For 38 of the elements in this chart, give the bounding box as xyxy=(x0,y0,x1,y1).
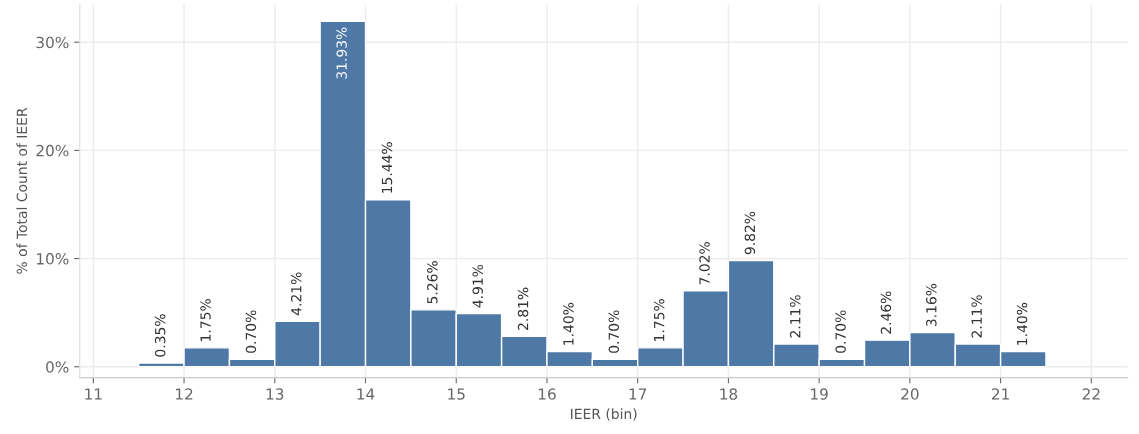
data-label: 3.16% xyxy=(926,283,937,327)
data-label: 2.46% xyxy=(880,291,892,334)
data-label: 2.81% xyxy=(517,287,529,330)
x-axis-title: IEER (bin) xyxy=(571,408,637,421)
data-label: 4.91% xyxy=(472,264,483,308)
data-label: 0.70% xyxy=(245,310,257,353)
data-label: 1.40% xyxy=(563,302,574,345)
data-label: 1.40% xyxy=(1016,302,1028,345)
x-tick-label: 15 xyxy=(448,388,465,400)
data-label: 7.02% xyxy=(699,242,710,285)
x-tick-label: 21 xyxy=(991,388,1009,400)
y-axis-title: % of Total Count of IEER xyxy=(16,107,28,274)
x-tick-label: 11 xyxy=(85,388,102,400)
x-tick-label: 22 xyxy=(1082,388,1100,400)
x-tick-label: 12 xyxy=(176,388,193,400)
x-tick-label: 13 xyxy=(266,388,284,400)
x-tick-label: 20 xyxy=(901,388,919,400)
data-label: 2.11% xyxy=(789,295,801,338)
data-label: 31.93% xyxy=(336,27,347,79)
data-label: 0.70% xyxy=(835,310,846,353)
x-tick-label: 17 xyxy=(629,388,647,400)
y-tick-label: 0% xyxy=(46,361,69,373)
data-label: 9.82% xyxy=(744,211,756,255)
data-label: 0.70% xyxy=(608,310,620,353)
data-label: 5.26% xyxy=(427,261,438,304)
data-label: 0.35% xyxy=(154,314,166,357)
data-label: 1.75% xyxy=(653,299,665,341)
data-label: 4.21% xyxy=(291,272,302,316)
y-tick-label: 20% xyxy=(36,144,69,157)
y-tick-label: 30% xyxy=(36,36,69,49)
x-tick-label: 18 xyxy=(720,388,738,400)
x-tick-label: 14 xyxy=(357,388,375,400)
x-tick-label: 19 xyxy=(811,388,828,400)
data-label: 15.44% xyxy=(381,142,393,193)
y-tick-label: 10% xyxy=(37,253,69,265)
data-label: 2.11% xyxy=(971,295,982,338)
x-tick-label: 16 xyxy=(538,388,556,400)
data-label: 1.75% xyxy=(200,299,211,341)
